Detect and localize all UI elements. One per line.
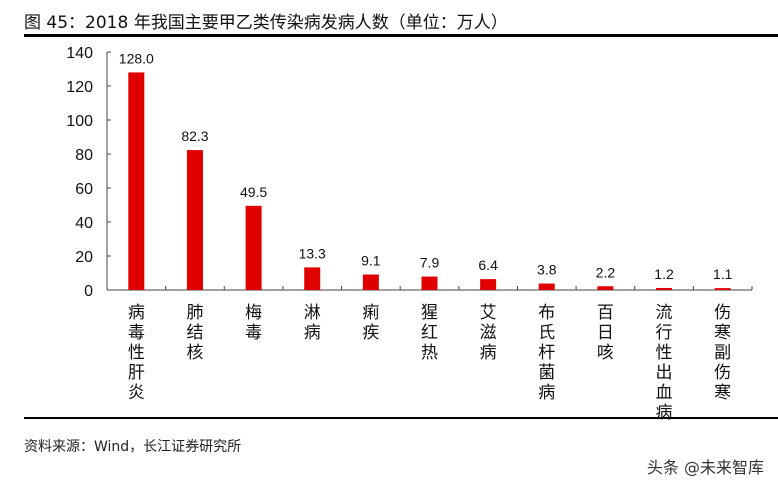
y-tick-label: 120 [66,79,93,96]
data-label: 82.3 [181,128,208,144]
category-label: 伤 [714,363,731,383]
category-label: 性 [656,343,673,363]
category-label: 病 [656,403,673,420]
category-label: 行 [656,323,673,343]
category-label: 毒 [245,323,262,343]
category-label: 布 [538,303,555,323]
data-label: 13.3 [299,245,326,261]
title-divider [24,34,778,37]
category-label: 病 [304,323,321,343]
category-label: 淋 [304,303,321,323]
bar [362,274,379,290]
bar [714,288,731,290]
category-label: 核 [186,343,203,363]
category-label: 热 [421,343,438,363]
y-tick-label: 20 [75,249,93,266]
y-tick-label: 0 [84,283,93,300]
category-label: 猩 [421,303,438,323]
bar [480,279,497,290]
bar [656,287,673,290]
category-label: 炎 [128,383,145,403]
data-label: 3.8 [537,262,557,278]
chart-title: 图 45：2018 年我国主要甲乙类传染病发病人数（单位：万人） [24,13,508,33]
category-label: 流 [656,303,673,323]
category-label: 病 [538,383,555,403]
category-label: 梅 [245,303,262,323]
category-label: 结 [186,323,203,343]
y-tick-label: 100 [66,113,93,130]
category-label: 百 [597,303,614,323]
category-label: 氏 [538,323,555,343]
category-label: 红 [421,323,438,343]
category-label: 疾 [362,323,379,343]
category-label: 出 [656,363,673,383]
category-label: 毒 [128,323,145,343]
data-label: 2.2 [596,264,616,280]
category-label: 血 [656,383,673,403]
y-tick-label: 40 [75,215,93,232]
bar [245,205,262,290]
category-label: 寒 [714,383,731,403]
data-label: 9.1 [361,253,381,269]
category-label: 肺 [186,303,203,323]
bar [421,276,438,290]
category-label: 杆 [538,343,555,363]
data-label: 1.2 [654,266,674,282]
category-label: 伤 [714,303,731,323]
data-label: 1.1 [713,266,733,282]
category-label: 寒 [714,323,731,343]
category-label: 性 [128,343,145,363]
y-tick-label: 80 [75,147,93,164]
data-label: 128.0 [119,50,154,66]
category-label: 艾 [480,303,497,323]
category-label: 病 [480,343,497,363]
category-label: 痢 [362,303,379,323]
data-label: 49.5 [240,184,267,200]
bar [128,72,145,291]
data-label: 6.4 [478,257,498,273]
bar [538,283,555,290]
watermark: 头条 @未来智库 [646,458,764,477]
bar [597,286,614,290]
category-label: 日 [597,323,614,343]
bar [186,150,203,290]
category-label: 副 [714,343,731,363]
category-label: 肝 [128,363,145,383]
y-tick-label: 60 [75,181,93,198]
footer-divider [24,417,778,419]
data-label: 7.9 [420,255,440,271]
y-tick-label: 140 [66,45,93,62]
category-label: 咳 [597,343,614,363]
category-label: 菌 [538,363,555,383]
bar [304,267,321,290]
source-note: 资料来源：Wind，长江证券研究所 [24,439,242,455]
category-label: 病 [128,303,145,323]
category-label: 滋 [480,323,497,343]
